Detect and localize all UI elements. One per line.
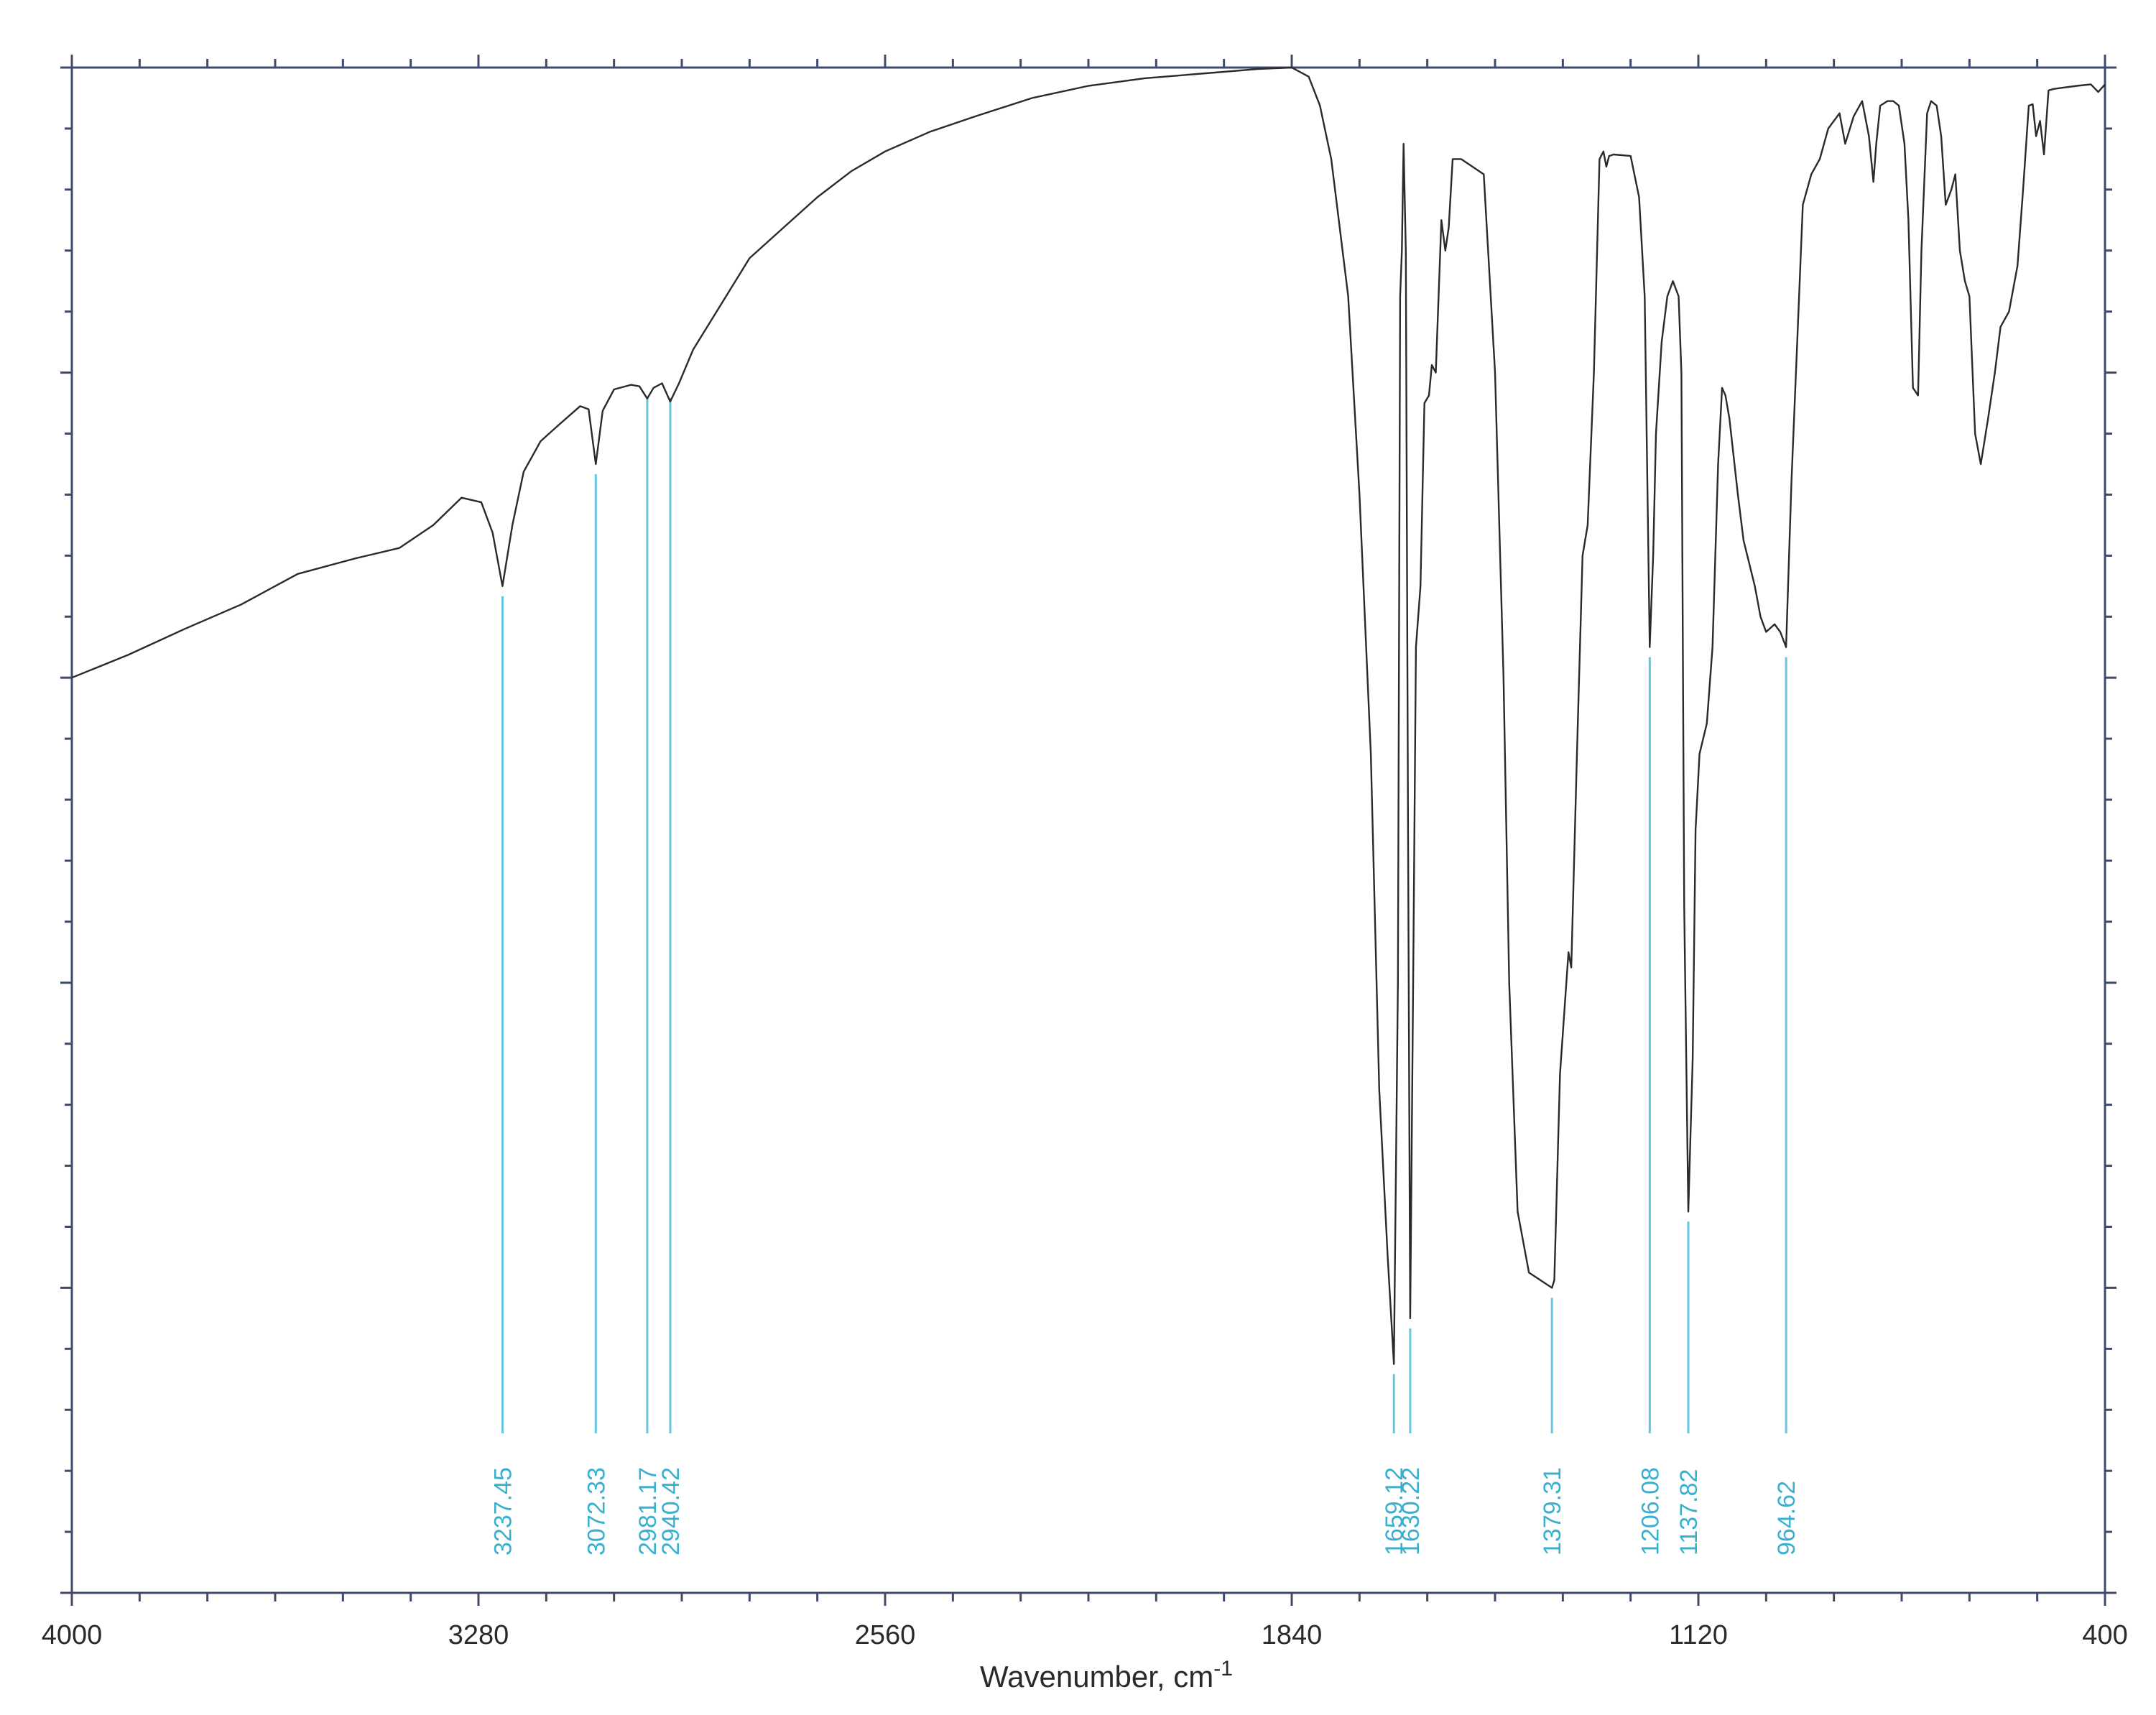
peak-label: 1630.22 [1397,1467,1425,1555]
peak-label: 3072.33 [583,1467,610,1555]
x-tick-label: 1840 [1262,1620,1323,1650]
peak-label: 1379.31 [1539,1467,1566,1555]
peak-label: 1206.08 [1637,1467,1664,1555]
plot-frame [70,66,2106,1594]
peak-label: 964.62 [1773,1481,1800,1555]
peak-label: 2981.17 [634,1467,662,1555]
x-tick-labels: 4000 3280 2560 1840 1120 400 [42,1620,2128,1650]
peak-label: 3237.45 [489,1467,517,1555]
x-tick-label: 4000 [42,1620,103,1650]
x-tick-label: 400 [2082,1620,2127,1650]
peak-label: 1659.12 [1381,1467,1408,1555]
x-tick-label: 2560 [855,1620,916,1650]
x-tick-label: 3280 [448,1620,509,1650]
x-tick-label: 1120 [1669,1620,1728,1650]
x-axis-title: Wavenumber, cm-1 [980,1657,1233,1693]
spectrum-line [71,66,2106,1365]
peak-label: 1137.82 [1675,1469,1703,1555]
peak-label: 2940.42 [657,1467,685,1555]
axis-ticks [60,55,2116,1606]
